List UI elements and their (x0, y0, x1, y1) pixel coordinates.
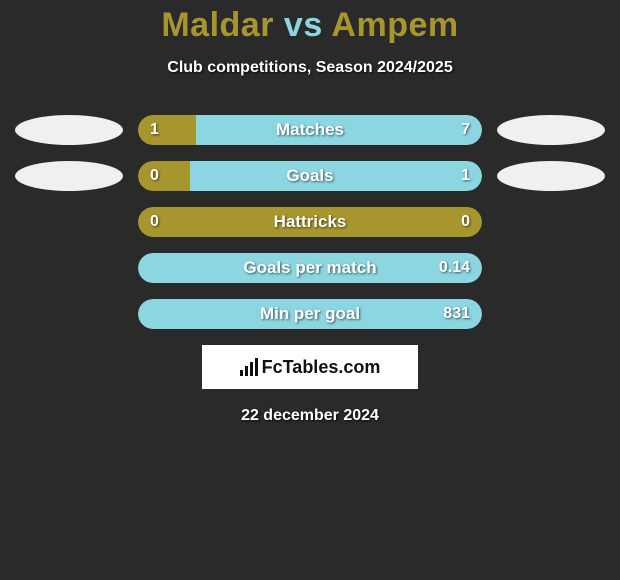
stat-row: 00Hattricks (0, 207, 620, 237)
brand-logo: FcTables.com (240, 357, 381, 378)
player2-logo-placeholder (497, 161, 605, 191)
date-text: 22 december 2024 (0, 407, 620, 425)
stat-label: Hattricks (138, 207, 482, 237)
player1-logo-placeholder (15, 115, 123, 145)
stat-bar: 01Goals (138, 161, 482, 191)
player2-logo-placeholder (497, 115, 605, 145)
stat-label: Matches (138, 115, 482, 145)
brand-box: FcTables.com (202, 345, 418, 389)
brand-name: FcTables.com (262, 357, 381, 378)
stat-row: 17Matches (0, 115, 620, 145)
player1-logo-placeholder (15, 161, 123, 191)
stat-bar: 0.14Goals per match (138, 253, 482, 283)
vs-text: vs (284, 6, 323, 44)
stat-row: 0.14Goals per match (0, 253, 620, 283)
stat-row: 01Goals (0, 161, 620, 191)
stat-label: Goals per match (138, 253, 482, 283)
stat-label: Min per goal (138, 299, 482, 329)
stat-bar: 17Matches (138, 115, 482, 145)
chart-bars-icon (240, 358, 258, 376)
player1-name: Maldar (161, 6, 274, 44)
player2-name: Ampem (331, 6, 458, 44)
comparison-chart: 17Matches 01Goals 00Hattricks 0.14Goals per… (0, 115, 620, 329)
comparison-title: Maldar vs Ampem (0, 0, 620, 45)
stat-bar: 00Hattricks (138, 207, 482, 237)
stat-row: 831Min per goal (0, 299, 620, 329)
stat-label: Goals (138, 161, 482, 191)
subtitle: Club competitions, Season 2024/2025 (0, 59, 620, 77)
stat-bar: 831Min per goal (138, 299, 482, 329)
